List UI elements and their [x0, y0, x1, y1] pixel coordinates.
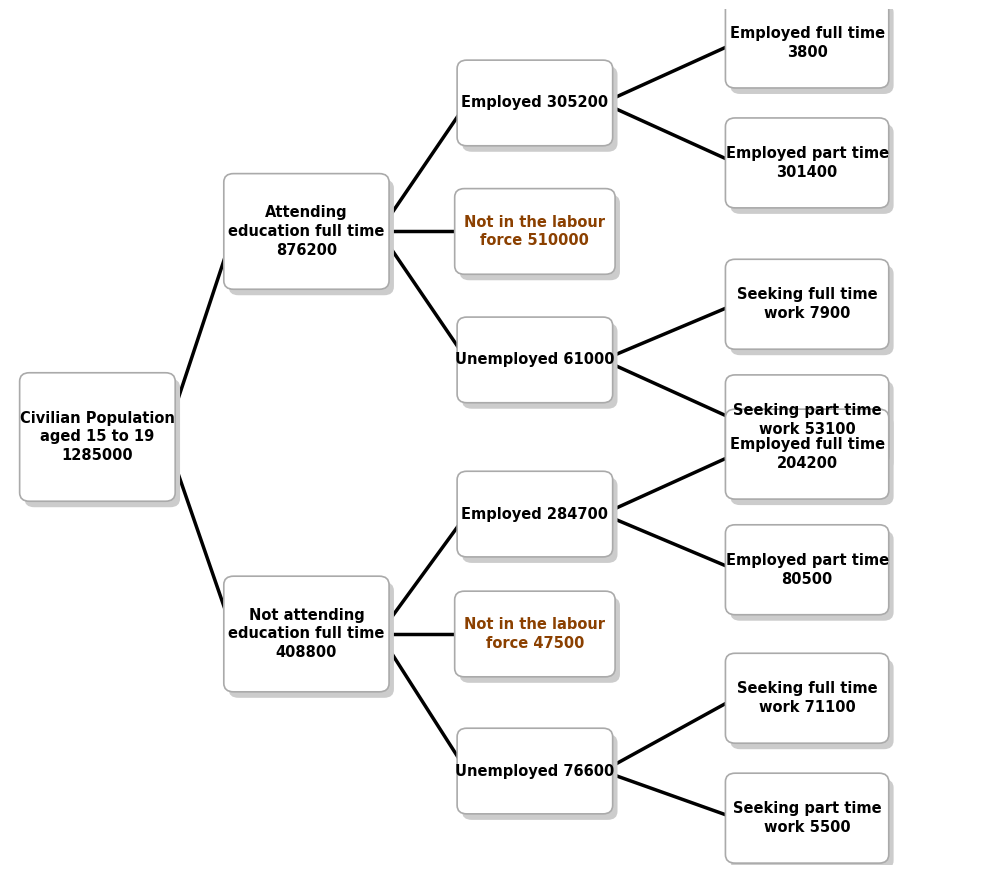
- Text: Not attending
education full time
408800: Not attending education full time 408800: [228, 608, 385, 660]
- FancyBboxPatch shape: [462, 323, 617, 409]
- FancyBboxPatch shape: [224, 174, 389, 289]
- FancyBboxPatch shape: [454, 189, 615, 274]
- FancyBboxPatch shape: [725, 524, 889, 614]
- FancyBboxPatch shape: [457, 471, 613, 557]
- FancyBboxPatch shape: [730, 124, 894, 214]
- Text: Seeking part time
work 53100: Seeking part time work 53100: [733, 403, 882, 437]
- FancyBboxPatch shape: [228, 180, 394, 295]
- Text: Employed 284700: Employed 284700: [461, 507, 608, 522]
- FancyBboxPatch shape: [725, 773, 889, 864]
- FancyBboxPatch shape: [462, 477, 617, 563]
- FancyBboxPatch shape: [725, 653, 889, 743]
- FancyBboxPatch shape: [725, 118, 889, 208]
- FancyBboxPatch shape: [457, 60, 613, 146]
- Text: Attending
education full time
876200: Attending education full time 876200: [228, 205, 385, 258]
- Text: Employed 305200: Employed 305200: [461, 95, 608, 110]
- Text: Seeking full time
work 71100: Seeking full time work 71100: [737, 682, 877, 715]
- FancyBboxPatch shape: [459, 195, 620, 281]
- FancyBboxPatch shape: [462, 66, 617, 152]
- FancyBboxPatch shape: [730, 415, 894, 505]
- FancyBboxPatch shape: [730, 266, 894, 355]
- FancyBboxPatch shape: [725, 260, 889, 350]
- FancyBboxPatch shape: [20, 372, 176, 502]
- Text: Employed full time
204200: Employed full time 204200: [729, 437, 885, 471]
- FancyBboxPatch shape: [725, 0, 889, 88]
- FancyBboxPatch shape: [730, 4, 894, 94]
- Text: Not in the labour
force 510000: Not in the labour force 510000: [464, 215, 605, 248]
- Text: Employed part time
80500: Employed part time 80500: [725, 553, 889, 586]
- FancyBboxPatch shape: [725, 409, 889, 499]
- FancyBboxPatch shape: [730, 780, 894, 869]
- Text: Civilian Population
aged 15 to 19
1285000: Civilian Population aged 15 to 19 128500…: [20, 411, 175, 463]
- Text: Employed part time
301400: Employed part time 301400: [725, 146, 889, 180]
- FancyBboxPatch shape: [224, 576, 389, 692]
- Text: Seeking full time
work 7900: Seeking full time work 7900: [737, 288, 877, 321]
- Text: Unemployed 76600: Unemployed 76600: [455, 764, 614, 779]
- FancyBboxPatch shape: [730, 659, 894, 749]
- FancyBboxPatch shape: [457, 317, 613, 403]
- FancyBboxPatch shape: [459, 597, 620, 683]
- FancyBboxPatch shape: [25, 378, 181, 507]
- Text: Unemployed 61000: Unemployed 61000: [455, 352, 615, 367]
- FancyBboxPatch shape: [457, 728, 613, 814]
- FancyBboxPatch shape: [730, 531, 894, 621]
- Text: Not in the labour
force 47500: Not in the labour force 47500: [464, 617, 605, 651]
- Text: Seeking part time
work 5500: Seeking part time work 5500: [733, 801, 882, 835]
- FancyBboxPatch shape: [725, 375, 889, 465]
- FancyBboxPatch shape: [462, 734, 617, 820]
- FancyBboxPatch shape: [454, 591, 615, 676]
- FancyBboxPatch shape: [228, 582, 394, 697]
- FancyBboxPatch shape: [730, 381, 894, 471]
- Text: Employed full time
3800: Employed full time 3800: [729, 26, 885, 59]
